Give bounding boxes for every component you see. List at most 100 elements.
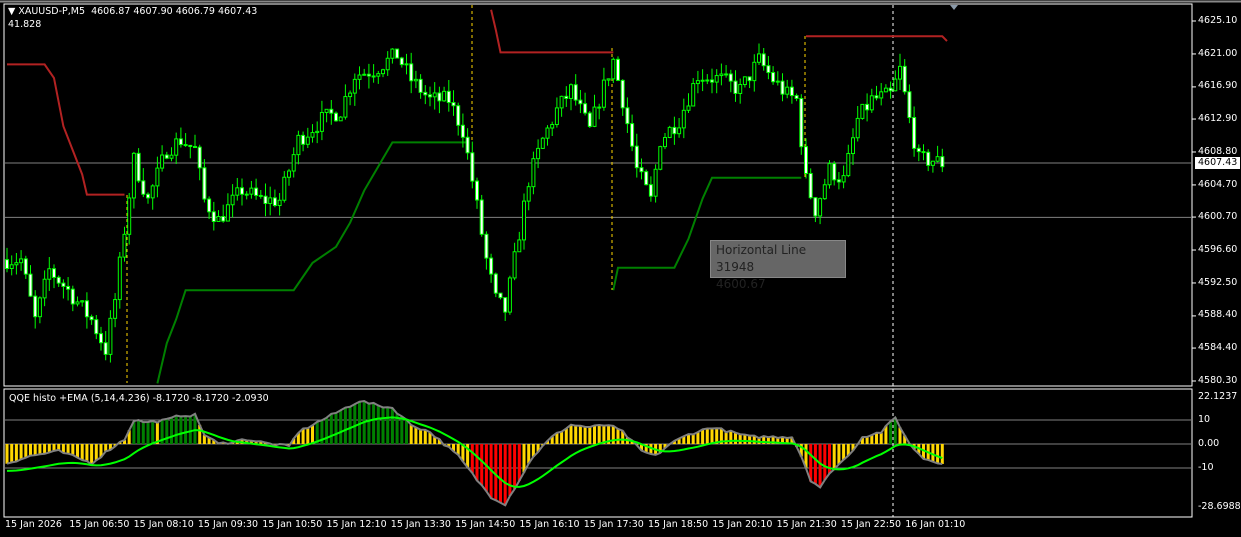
candle-body <box>719 73 724 77</box>
candle-body <box>507 277 512 313</box>
candle-body <box>757 53 761 63</box>
candle-body <box>197 146 202 169</box>
candle-body <box>146 193 150 199</box>
candle-body <box>465 136 470 154</box>
red-stop-line <box>806 35 948 42</box>
candle-body <box>240 187 244 195</box>
candle-body <box>940 156 945 168</box>
time-axis-label: 15 Jan 20:10 <box>712 519 773 530</box>
candle-body <box>357 74 362 80</box>
candle-body <box>827 163 832 186</box>
time-axis-label: 15 Jan 12:10 <box>326 519 387 530</box>
candle-body <box>625 107 630 125</box>
candle-body <box>230 194 235 206</box>
candle-body <box>428 94 432 98</box>
candle-body <box>174 138 179 156</box>
candle-body <box>80 300 85 303</box>
candle-body <box>183 144 188 147</box>
candle-body <box>479 199 484 235</box>
candle-body <box>775 80 780 83</box>
price-axis-label: 4616.90 <box>1198 80 1238 92</box>
green-stop-line <box>156 141 468 384</box>
candle-body <box>268 197 273 205</box>
candle-body <box>912 117 917 149</box>
candle-body <box>935 156 940 162</box>
candle-body <box>578 99 583 105</box>
collapse-triangle-icon[interactable]: ▼ <box>8 6 16 17</box>
candle-body <box>14 262 19 266</box>
candle-body <box>804 146 808 174</box>
candle-body <box>221 216 226 222</box>
candle-body <box>554 107 559 126</box>
qqe-line <box>6 399 943 507</box>
price-axis-label: 4584.40 <box>1198 342 1238 353</box>
candle-body <box>42 278 47 299</box>
candle-body <box>503 297 508 313</box>
tooltip-value: 4600.67 <box>716 277 766 291</box>
price-axis-label: 4625.10 <box>1198 15 1238 26</box>
candle-body <box>113 299 118 319</box>
candle-body <box>418 78 423 93</box>
candle-body <box>785 86 790 95</box>
time-axis-label: 15 Jan 2026 <box>5 519 62 530</box>
candle-body <box>616 58 620 81</box>
candle-body <box>695 80 700 85</box>
candle-body <box>930 160 935 166</box>
candle-body <box>75 301 80 305</box>
candle-body <box>343 96 348 118</box>
candle-body <box>207 198 212 213</box>
candle-body <box>451 102 456 107</box>
candle-body <box>573 84 578 101</box>
candle-body <box>686 105 691 111</box>
candle-body <box>841 175 846 183</box>
candle-body <box>611 58 616 80</box>
candle-body <box>564 95 569 99</box>
candle-body <box>921 151 926 154</box>
candle-body <box>169 154 174 159</box>
candle-body <box>822 184 827 200</box>
candle-body <box>531 158 536 188</box>
candle-body <box>310 132 315 138</box>
candle-body <box>747 76 752 82</box>
candle-body <box>33 295 38 318</box>
time-axis-label: 16 Jan 01:10 <box>905 519 966 530</box>
candle-body <box>437 92 442 102</box>
candle-body <box>28 273 33 297</box>
candle-body <box>644 171 649 186</box>
time-axis-label: 15 Jan 16:10 <box>519 519 580 530</box>
candle-body <box>648 184 653 197</box>
candle-body <box>23 258 28 275</box>
candle-body <box>583 103 588 114</box>
red-stop-line <box>7 63 125 196</box>
candle-body <box>291 154 296 172</box>
candle-body <box>799 97 804 148</box>
candle-body <box>634 145 639 169</box>
candle-body <box>160 154 165 169</box>
candle-body <box>188 144 193 148</box>
candle-body <box>305 136 310 145</box>
candle-body <box>150 185 155 199</box>
candle-body <box>103 342 108 355</box>
candle-body <box>475 180 479 201</box>
price-axis-label: 4612.90 <box>1198 113 1238 125</box>
candle-body <box>235 187 240 196</box>
current-price-tag: 4607.43 <box>1195 157 1241 169</box>
candle-body <box>681 109 686 129</box>
candle-body <box>559 95 564 109</box>
candle-body <box>691 83 696 107</box>
candle-body <box>874 95 879 99</box>
indicator-panel-border <box>3 388 1193 518</box>
price-axis-label: 4592.50 <box>1198 276 1238 288</box>
candle-body <box>315 130 320 134</box>
candle-body <box>470 152 475 182</box>
candle-body <box>855 117 860 139</box>
candle-body <box>272 197 277 207</box>
candle-body <box>677 127 682 135</box>
candle-body <box>836 179 841 183</box>
candle-body <box>423 91 428 96</box>
candle-body <box>193 146 197 149</box>
candle-body <box>545 127 550 139</box>
time-axis-label: 15 Jan 10:50 <box>262 519 323 530</box>
